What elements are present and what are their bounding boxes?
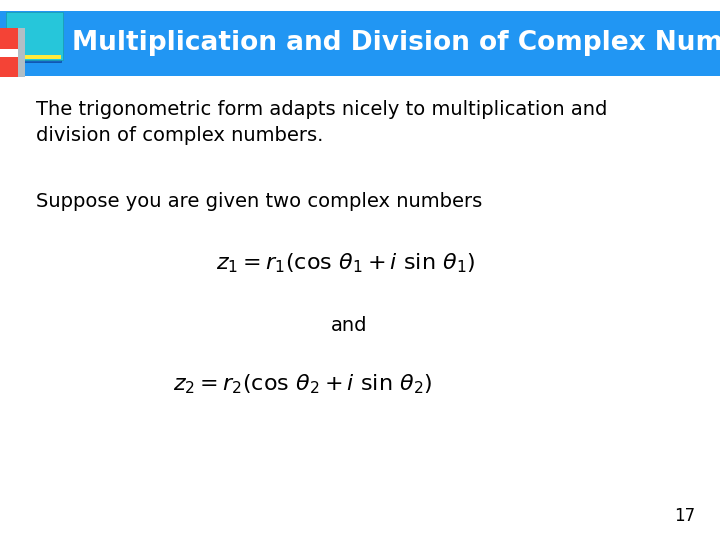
FancyBboxPatch shape — [6, 12, 63, 60]
FancyBboxPatch shape — [0, 49, 18, 57]
Text: Multiplication and Division of Complex Numbers: Multiplication and Division of Complex N… — [72, 30, 720, 56]
Text: $z_1 = r_1(\mathrm{cos}\ \theta_1 + i\ \mathrm{sin}\ \theta_1)$: $z_1 = r_1(\mathrm{cos}\ \theta_1 + i\ \… — [216, 251, 475, 275]
Text: and: and — [331, 316, 368, 335]
FancyBboxPatch shape — [7, 55, 61, 59]
FancyBboxPatch shape — [0, 11, 720, 76]
FancyBboxPatch shape — [0, 28, 18, 77]
Text: $z_2 = r_2(\mathrm{cos}\ \theta_2 + i\ \mathrm{sin}\ \theta_2)$: $z_2 = r_2(\mathrm{cos}\ \theta_2 + i\ \… — [173, 373, 432, 396]
Text: The trigonometric form adapts nicely to multiplication and
division of complex n: The trigonometric form adapts nicely to … — [36, 100, 608, 145]
Text: Suppose you are given two complex numbers: Suppose you are given two complex number… — [36, 192, 482, 211]
Text: 17: 17 — [674, 507, 695, 525]
FancyBboxPatch shape — [9, 15, 61, 62]
FancyBboxPatch shape — [18, 28, 25, 77]
